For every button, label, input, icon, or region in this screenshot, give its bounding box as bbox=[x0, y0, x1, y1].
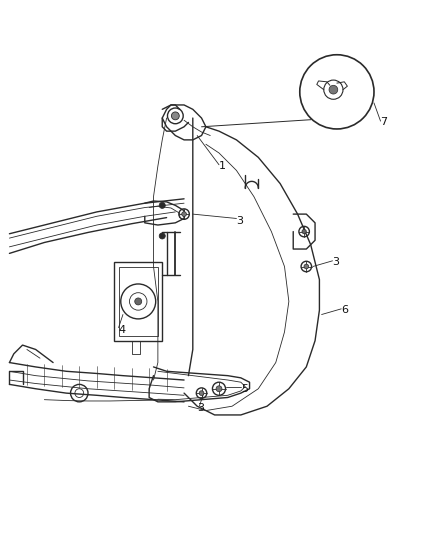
Text: 6: 6 bbox=[341, 305, 348, 315]
Circle shape bbox=[171, 112, 179, 120]
Text: 7: 7 bbox=[381, 117, 388, 127]
Circle shape bbox=[199, 391, 204, 395]
Circle shape bbox=[302, 229, 306, 234]
Text: 4: 4 bbox=[119, 325, 126, 335]
Circle shape bbox=[329, 85, 338, 94]
Circle shape bbox=[300, 55, 374, 129]
Text: 1: 1 bbox=[219, 161, 226, 171]
Circle shape bbox=[304, 264, 309, 269]
Circle shape bbox=[135, 298, 142, 305]
Bar bbox=[119, 266, 158, 336]
Text: 5: 5 bbox=[241, 384, 248, 394]
Circle shape bbox=[182, 212, 187, 216]
Text: 3: 3 bbox=[332, 257, 339, 267]
Text: 3: 3 bbox=[237, 216, 244, 225]
Circle shape bbox=[216, 386, 222, 392]
Text: 3: 3 bbox=[197, 403, 204, 414]
Circle shape bbox=[159, 233, 165, 239]
Bar bbox=[114, 262, 162, 341]
Circle shape bbox=[159, 203, 165, 208]
